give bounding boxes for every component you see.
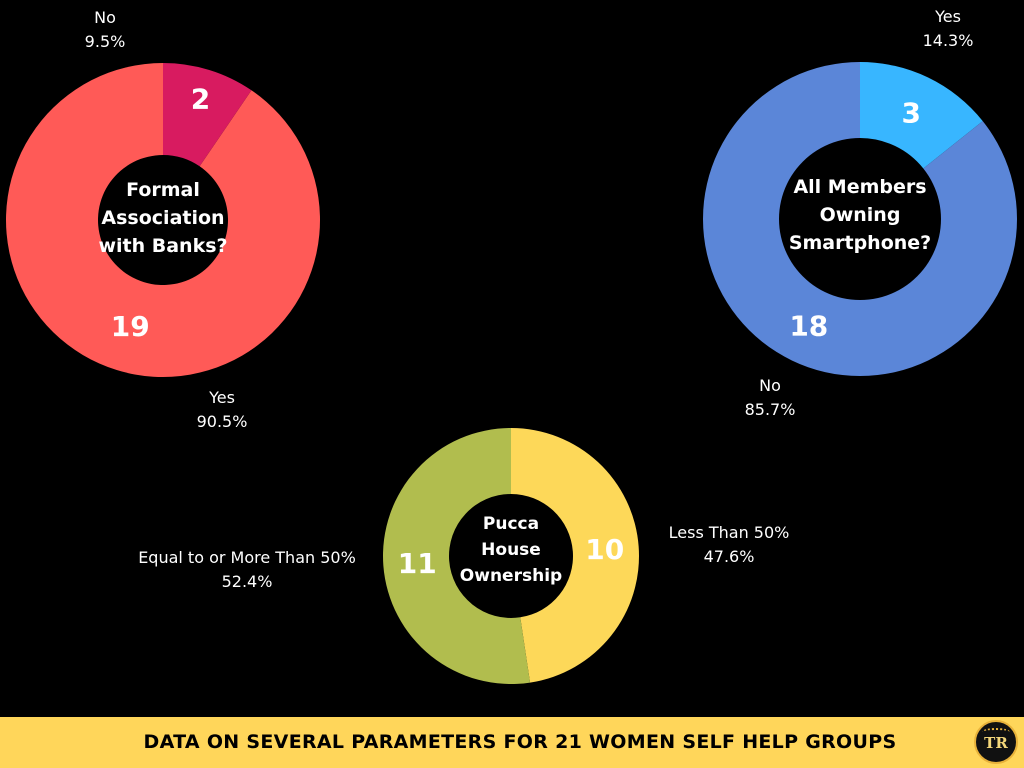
donut-chart-3: 10 Less Than 50% 47.6% 11 Equal to or More T… bbox=[138, 428, 789, 684]
annotation-percent: 47.6% bbox=[704, 547, 755, 566]
slice-less-than-50 bbox=[511, 428, 640, 683]
annotation-label: Equal to or More Than 50% bbox=[138, 548, 356, 567]
center-title-line: Formal bbox=[126, 179, 200, 201]
slice-value-label: 19 bbox=[111, 310, 150, 343]
center-title-line: Smartphone? bbox=[789, 232, 931, 254]
annotation-percent: 90.5% bbox=[197, 412, 248, 431]
annotation-percent: 85.7% bbox=[745, 400, 796, 419]
slice-value-label: 3 bbox=[901, 97, 920, 130]
annotation-label: Yes bbox=[934, 7, 961, 26]
center-title-line: Owning bbox=[820, 204, 901, 226]
slice-value-label: 2 bbox=[191, 83, 210, 116]
slice-yes bbox=[860, 62, 983, 169]
slice-value-label: 18 bbox=[789, 309, 828, 342]
slice-value-label: 11 bbox=[398, 547, 437, 580]
donut-chart-1: 19 Yes 90.5% 2 No 9.5% Formal Association with B… bbox=[6, 8, 320, 431]
slice-value-label: 10 bbox=[585, 533, 624, 566]
annotation-label: No bbox=[759, 376, 781, 395]
center-title-line: All Members bbox=[793, 176, 926, 198]
footer-banner: DATA ON SEVERAL PARAMETERS FOR 21 WOMEN … bbox=[0, 717, 1024, 768]
annotation-label: Yes bbox=[208, 388, 235, 407]
slice-equal-to-or-more-than-50 bbox=[383, 428, 531, 684]
annotation-label: No bbox=[94, 8, 116, 27]
annotation-label: Less Than 50% bbox=[669, 523, 790, 542]
slice-yes bbox=[6, 63, 320, 377]
center-title-line: Association bbox=[101, 207, 224, 229]
annotation-percent: 9.5% bbox=[85, 32, 126, 51]
slice-no bbox=[163, 62, 252, 167]
center-title-line: House bbox=[481, 540, 541, 560]
center-title-line: with Banks? bbox=[98, 235, 227, 257]
center-title-line: Pucca bbox=[483, 514, 539, 534]
annotation-percent: 14.3% bbox=[923, 31, 974, 50]
logo-sun-rays bbox=[982, 728, 1010, 736]
tr-sun-logo-icon: TR bbox=[974, 720, 1018, 764]
footer-title: DATA ON SEVERAL PARAMETERS FOR 21 WOMEN … bbox=[143, 731, 897, 753]
slice-no bbox=[703, 61, 1017, 376]
logo-text: TR bbox=[984, 734, 1008, 752]
center-title-line: Ownership bbox=[460, 566, 562, 586]
donut-chart-2: 3 Yes 14.3% 18 No 85.7% All Members Owning Smart… bbox=[703, 7, 1017, 419]
annotation-percent: 52.4% bbox=[222, 572, 273, 591]
